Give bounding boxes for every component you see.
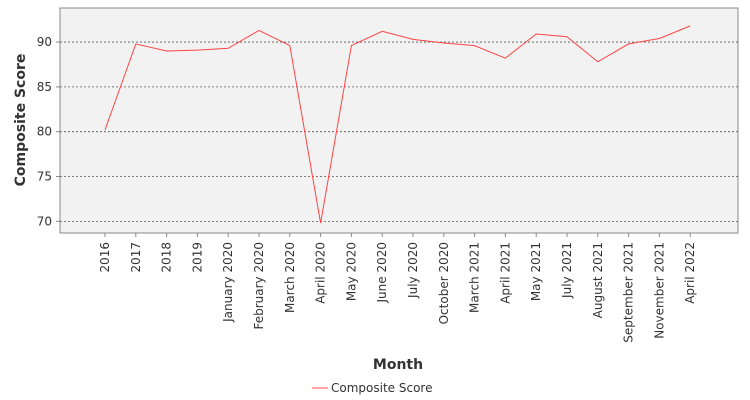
y-axis-title: Composite Score bbox=[13, 54, 29, 187]
x-tick-label: June 2020 bbox=[375, 242, 389, 304]
y-tick-label: 85 bbox=[37, 80, 52, 94]
x-tick-label: 2018 bbox=[160, 242, 174, 273]
x-tick-label: July 2021 bbox=[560, 242, 574, 299]
series-line bbox=[104, 25, 691, 224]
x-tick-label: April 2021 bbox=[498, 242, 512, 304]
x-tick-label: November 2021 bbox=[652, 242, 666, 339]
x-tick-label: May 2020 bbox=[344, 242, 358, 301]
x-tick-label: January 2020 bbox=[221, 242, 235, 323]
legend: Composite Score bbox=[312, 381, 432, 395]
x-tick-label: August 2021 bbox=[591, 242, 605, 318]
y-tick-label: 90 bbox=[37, 35, 52, 49]
x-tick-label: 2019 bbox=[190, 242, 204, 273]
x-tick-label: 2017 bbox=[129, 242, 143, 273]
x-tick-label: March 2020 bbox=[283, 242, 297, 313]
x-tick-label: October 2020 bbox=[437, 242, 451, 324]
x-tick-label: April 2020 bbox=[314, 242, 328, 304]
x-tick-label: February 2020 bbox=[252, 242, 266, 330]
legend-label: Composite Score bbox=[331, 381, 432, 395]
x-tick-label: May 2021 bbox=[529, 242, 543, 301]
y-tick-label: 70 bbox=[37, 214, 52, 228]
x-tick-label: July 2020 bbox=[406, 242, 420, 299]
x-tick-label: 2016 bbox=[98, 242, 112, 273]
x-tick-label: September 2021 bbox=[622, 242, 636, 343]
x-axis-title: Month bbox=[373, 357, 423, 373]
y-axis: 70 75 80 85 90 bbox=[37, 35, 60, 228]
series-layer bbox=[104, 25, 691, 224]
x-tick-label: March 2021 bbox=[468, 242, 482, 313]
y-tick-label: 80 bbox=[37, 125, 52, 139]
y-tick-label: 75 bbox=[37, 170, 52, 184]
grid-lines bbox=[60, 41, 738, 222]
x-axis: 2016 2017 2018 2019 January 2020 February 202… bbox=[98, 233, 697, 343]
x-tick-label: April 2022 bbox=[683, 242, 697, 304]
